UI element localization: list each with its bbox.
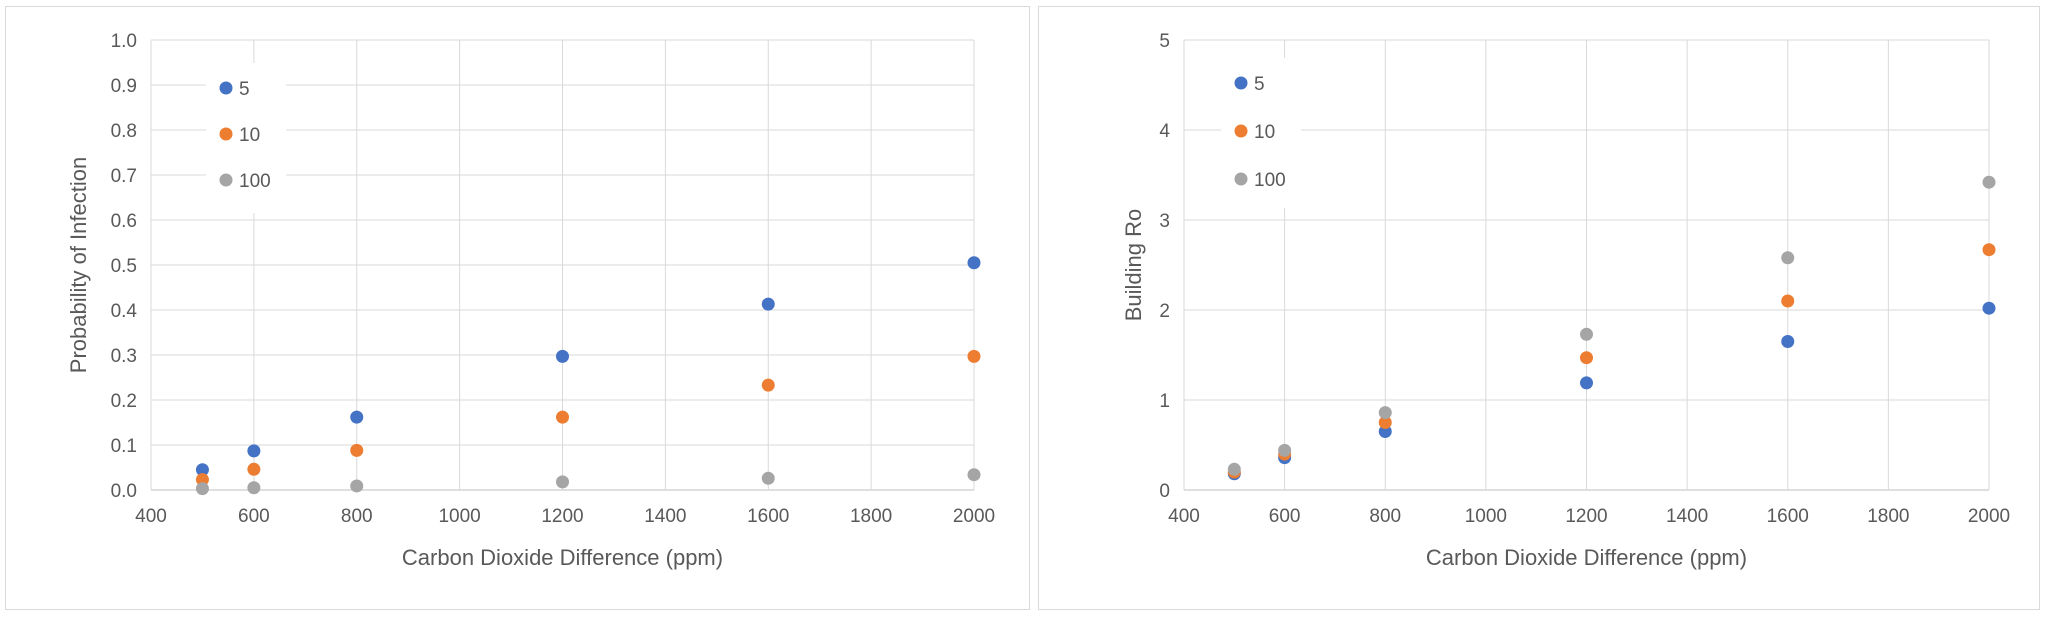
y-axis-title: Building Ro [1121,209,1146,322]
data-point-series-100 [195,482,209,496]
data-point-series-5 [195,463,209,477]
y-tick-label: 0.4 [111,301,138,322]
x-tick-label: 1200 [1565,506,1607,527]
data-point-series-100 [350,479,364,493]
x-axis-title: Carbon Dioxide Difference (ppm) [402,545,723,570]
legend-label: 100 [1254,170,1286,191]
y-tick-label: 4 [1159,121,1170,142]
legend-marker [219,173,233,187]
data-point-series-10 [967,349,981,363]
x-tick-label: 1600 [1767,506,1809,527]
y-tick-label: 0.8 [111,121,137,142]
data-point-series-10 [1982,243,1996,257]
legend-label: 100 [239,171,271,192]
data-point-series-10 [247,462,261,476]
x-tick-label: 1000 [438,506,480,527]
data-point-series-10 [761,378,775,392]
data-point-series-5 [1580,376,1593,390]
data-point-series-10 [350,443,364,457]
data-point-series-10 [1781,294,1795,308]
data-point-series-100 [556,475,569,489]
chart-0-svg: 0.0 0.1 0.2 0.3 0.4 0.5 0.6 0.7 0.8 0.9 1.0 400 600 8… [66,31,995,570]
x-tick-label: 800 [341,506,373,527]
data-point-series-100 [1781,251,1795,265]
legend-marker [1234,172,1248,186]
data-point-series-100 [761,471,775,485]
y-tick-label: 5 [1159,31,1170,52]
data-point-series-5 [247,444,261,458]
data-point-series-100 [247,481,261,495]
data-point-series-5 [350,410,364,424]
y-tick-label: 3 [1159,211,1170,232]
chart-building-ro: 0 1 2 3 4 5 400 600 800 1000 1200 1400 1600 1800 2000 5… [1038,6,2040,610]
legend-background [1221,58,1301,208]
legend-marker [1234,124,1248,138]
x-axis-title: Carbon Dioxide Difference (ppm) [1426,545,1747,570]
y-tick-label: 1 [1159,391,1170,412]
x-tick-label: 400 [1168,506,1200,527]
data-point-series-5 [1781,335,1795,348]
y-tick-label: 0.5 [111,256,137,277]
legend-label: 5 [239,79,250,100]
y-tick-label: 0.9 [111,76,137,97]
legend-marker [219,127,233,141]
data-point-series-10 [1580,351,1593,365]
legend-background [206,63,286,213]
x-tick-label: 600 [238,506,270,527]
data-point-series-5 [967,256,981,270]
y-tick-label: 0.7 [111,166,137,187]
y-tick-label: 0.2 [111,391,137,412]
x-tick-label: 600 [1269,506,1301,527]
x-tick-label: 1400 [1666,506,1708,527]
y-tick-label: 2 [1159,301,1170,322]
data-point-series-5 [1982,301,1996,315]
legend-label: 10 [239,125,260,146]
x-tick-label: 1000 [1465,506,1507,527]
y-tick-label: 0 [1159,481,1170,502]
x-tick-label: 1600 [747,506,789,527]
data-point-series-10 [1378,416,1392,429]
chart-1-svg: 0 1 2 3 4 5 400 600 800 1000 1200 1400 1600 1800 2000 5… [1121,31,2010,570]
data-point-series-10 [195,473,209,487]
data-point-series-10 [556,410,569,424]
data-point-series-5 [556,349,569,363]
chart-probability-of-infection: 0.0 0.1 0.2 0.3 0.4 0.5 0.6 0.7 0.8 0.9 1.0 400 600 8… [5,6,1030,610]
x-tick-label: 1800 [1867,506,1909,527]
x-tick-label: 1200 [541,506,583,527]
y-tick-label: 1.0 [111,31,137,52]
data-point-series-100 [1378,406,1392,420]
y-tick-label: 0.3 [111,346,137,367]
data-point-series-5 [1378,425,1392,438]
x-tick-label: 2000 [953,506,995,527]
data-point-series-100 [1580,327,1593,341]
y-tick-label: 0.1 [111,436,137,457]
data-point-series-100 [1278,443,1292,457]
legend-marker [219,81,233,95]
y-axis-title: Probability of Infection [66,157,91,373]
x-tick-label: 400 [135,506,167,527]
data-point-series-100 [967,468,981,482]
data-point-series-100 [1982,175,1996,189]
x-tick-label: 2000 [1968,506,2010,527]
data-point-series-5 [761,297,775,311]
x-tick-label: 1400 [644,506,686,527]
x-tick-label: 1800 [850,506,892,527]
legend-label: 10 [1254,122,1275,143]
legend-label: 5 [1254,74,1265,95]
y-tick-label: 0.0 [111,481,137,502]
data-point-series-100 [1227,462,1241,476]
y-tick-label: 0.6 [111,211,137,232]
x-tick-label: 800 [1369,506,1401,527]
legend-marker [1234,76,1248,90]
